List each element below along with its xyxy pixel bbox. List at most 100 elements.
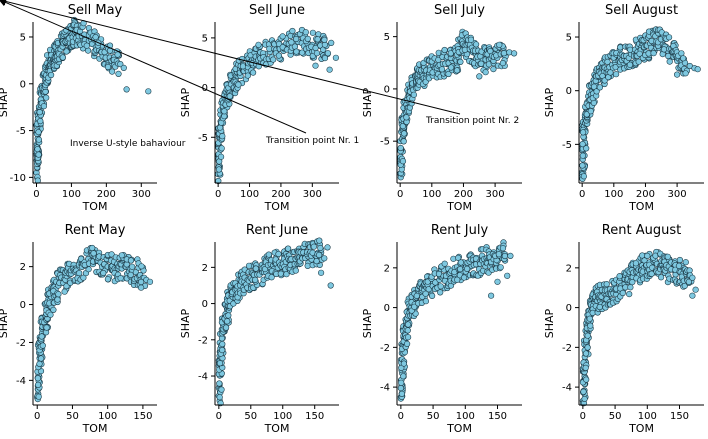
x-tick-label: 150	[305, 411, 324, 422]
data-point	[603, 281, 610, 288]
data-point	[510, 50, 518, 57]
data-point	[321, 36, 328, 44]
data-point	[332, 54, 340, 61]
chart-title: Sell August	[605, 3, 678, 18]
data-point	[89, 244, 96, 252]
data-point	[129, 263, 136, 270]
annotation-text: Transition point Nr. 1	[265, 136, 359, 146]
data-point	[399, 158, 407, 165]
data-point	[216, 360, 224, 367]
data-point	[635, 58, 642, 65]
data-point	[34, 381, 42, 389]
data-point	[448, 64, 455, 71]
x-tick-label: 150	[488, 411, 507, 422]
data-point	[252, 276, 259, 284]
data-point	[682, 259, 689, 266]
data-point	[582, 364, 589, 372]
data-point	[404, 340, 411, 348]
x-tick-label: 300	[303, 189, 322, 200]
data-point	[627, 284, 634, 291]
x-tick-label: 0	[579, 189, 585, 200]
y-tick-label: -2	[562, 343, 572, 354]
data-point	[438, 66, 446, 73]
y-tick-label: 0	[20, 300, 26, 311]
panel-rent-june: Rent June 0 50 100 150 -4 -2 0 2 TOM SHAP	[179, 223, 339, 435]
x-tick-label: 150	[133, 411, 152, 422]
data-point	[689, 274, 696, 281]
data-point	[478, 60, 485, 67]
y-tick-label: 5	[20, 32, 26, 43]
data-point	[437, 283, 444, 290]
data-point	[302, 29, 309, 36]
x-tick-label: 100	[273, 411, 292, 422]
scatter-points	[33, 16, 152, 184]
annotation-arrow	[0, 0, 461, 115]
panel-rent-may: Rent May 0 50 100 150 -4 -2 0 2 TOM SHAP	[0, 223, 157, 435]
x-tick-label: 0	[33, 189, 39, 200]
data-point	[47, 311, 54, 318]
data-point	[461, 274, 468, 281]
data-point	[146, 278, 154, 285]
scatter-points	[34, 244, 154, 403]
annotation-text: Inverse U-style bahaviour	[70, 139, 186, 149]
data-point	[403, 114, 410, 121]
data-point	[676, 256, 684, 264]
data-point	[255, 41, 262, 48]
x-tick-label: 200	[636, 189, 655, 200]
x-tick-label: 100	[98, 411, 117, 422]
data-point	[318, 269, 325, 276]
data-point	[616, 273, 623, 280]
x-axis-label: TOM	[82, 200, 108, 213]
chart-title: Rent May	[65, 223, 126, 238]
x-tick-label: 50	[66, 411, 79, 422]
data-point	[580, 173, 588, 180]
data-point	[455, 254, 462, 261]
data-point	[454, 276, 461, 283]
data-point	[500, 50, 508, 57]
x-tick-label: 0	[397, 189, 403, 200]
data-point	[310, 243, 318, 250]
data-point	[405, 334, 412, 341]
data-point	[579, 152, 587, 159]
data-point	[138, 263, 145, 270]
data-point	[145, 88, 152, 95]
data-point	[422, 290, 429, 297]
data-point	[83, 42, 90, 49]
y-axis-label: SHAP	[0, 87, 10, 117]
data-point	[632, 260, 640, 267]
data-point	[35, 129, 42, 136]
x-axis-label: TOM	[628, 200, 654, 213]
y-tick-label: -2	[16, 338, 26, 349]
data-point	[490, 65, 497, 73]
scatter-points	[579, 26, 701, 182]
data-point	[120, 64, 127, 71]
data-point	[218, 145, 225, 152]
data-point	[100, 269, 107, 277]
data-point	[482, 69, 489, 76]
data-point	[275, 250, 282, 258]
data-point	[63, 48, 70, 55]
data-point	[507, 252, 514, 259]
x-axis-label: TOM	[264, 422, 290, 435]
data-point	[604, 58, 611, 66]
data-point	[579, 162, 586, 169]
chart-title: Sell July	[434, 3, 485, 18]
data-point	[108, 251, 115, 258]
data-point	[457, 58, 464, 66]
data-point	[117, 275, 124, 282]
data-point	[36, 109, 43, 116]
x-tick-label: 300	[132, 189, 151, 200]
data-point	[584, 332, 591, 339]
data-point	[328, 39, 335, 47]
data-point	[583, 111, 590, 118]
data-point	[118, 252, 125, 259]
data-point	[215, 166, 223, 173]
data-point	[92, 33, 99, 41]
data-point	[581, 395, 588, 403]
x-tick-label: 50	[244, 411, 257, 422]
data-point	[283, 271, 290, 278]
data-point	[666, 58, 673, 65]
x-tick-label: 50	[427, 411, 440, 422]
y-tick-label: 0	[566, 86, 572, 97]
data-point	[501, 252, 509, 260]
